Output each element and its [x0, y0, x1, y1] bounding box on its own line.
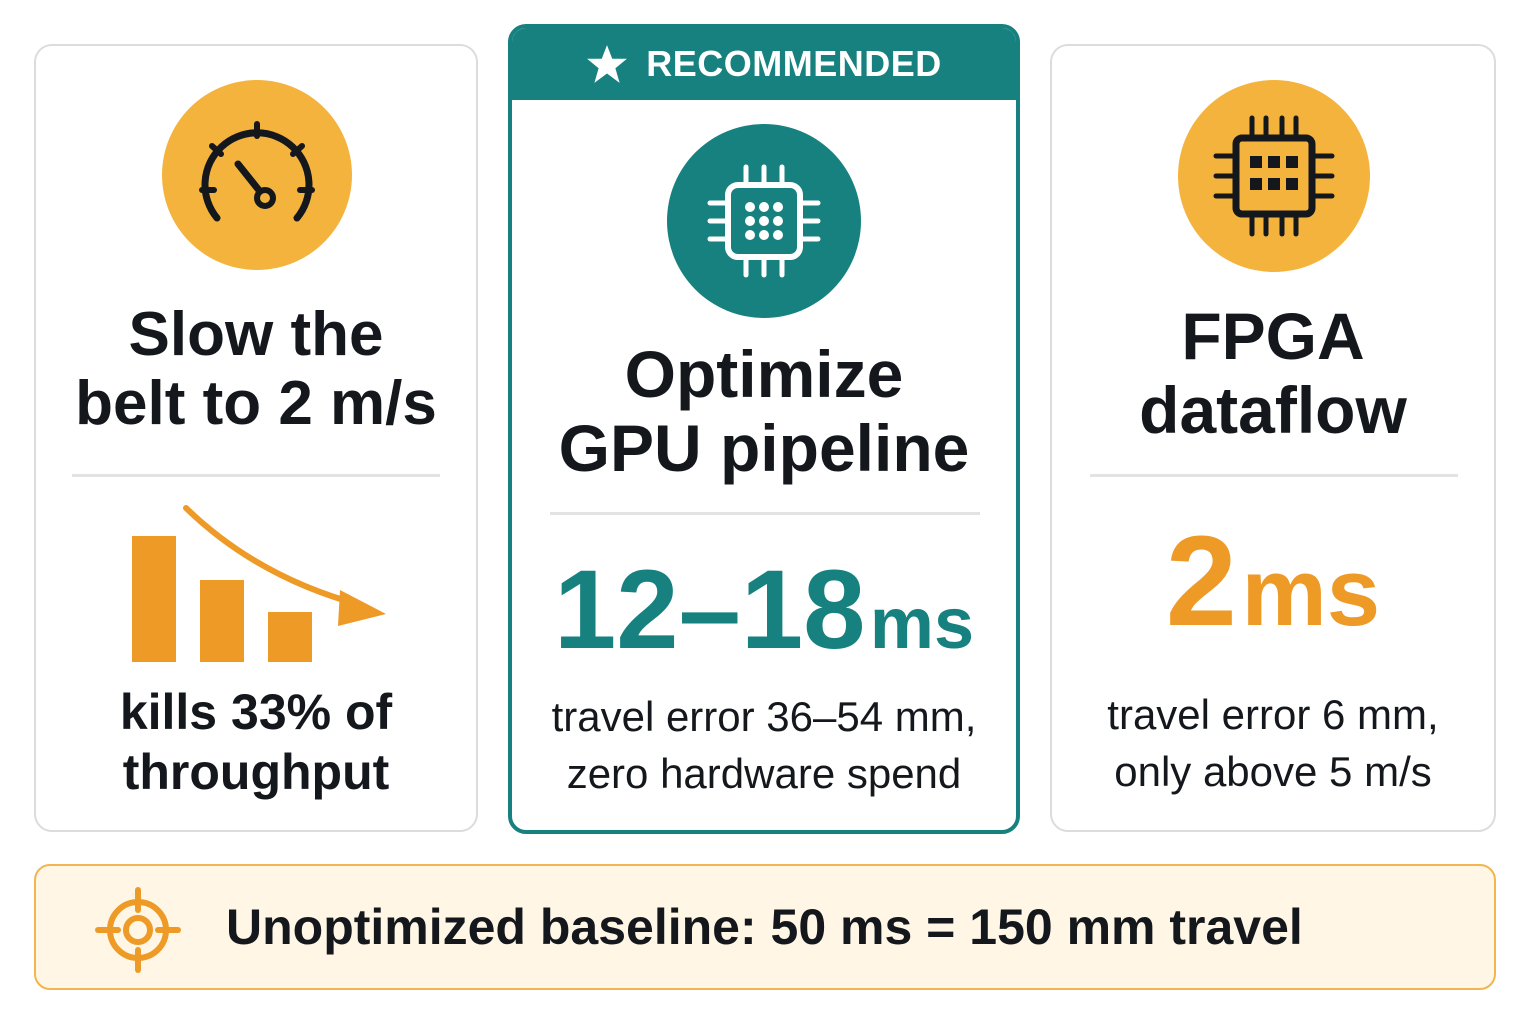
metric-value: 2 [1165, 510, 1237, 653]
option-title-line1: Slow the [128, 300, 384, 369]
gpu-chip-icon [667, 124, 861, 318]
latency-metric: 2 ms [1052, 518, 1494, 646]
divider [72, 474, 440, 477]
option-title-line1: FPGA [1181, 299, 1365, 373]
speedometer-icon [162, 80, 352, 270]
recommended-badge: RECOMMENDED [512, 28, 1016, 100]
option-description: kills 33% of throughput [36, 682, 476, 802]
target-icon [95, 887, 181, 973]
baseline-banner: Unoptimized baseline: 50 ms = 150 mm tra… [34, 864, 1496, 990]
option-title-line2: belt to 2 m/s [75, 369, 437, 439]
fpga-chip-icon [1178, 80, 1370, 272]
option-title: FPGA dataflow [1052, 299, 1494, 448]
option-description-line2: throughput [122, 744, 390, 800]
option-description-line1: travel error 6 mm, [1107, 691, 1439, 738]
metric-unit: ms [869, 584, 974, 664]
divider [550, 512, 980, 515]
option-title: Slow the belt to 2 m/s [36, 300, 476, 439]
option-description-line2: zero hardware spend [566, 750, 962, 798]
star-icon [587, 45, 628, 83]
declining-bar-chart-icon [128, 498, 398, 668]
option-description-line1: kills 33% of [119, 684, 393, 740]
recommended-label: RECOMMENDED [646, 43, 942, 84]
option-card-slow-belt: Slow the belt to 2 m/s kills 33% of thro… [34, 44, 478, 832]
option-card-gpu-pipeline: RECOMMENDED Optimize GPU pipeline 12–18 … [508, 24, 1020, 834]
latency-metric: 12–18 ms [512, 554, 1016, 666]
option-title: Optimize GPU pipeline [512, 337, 1016, 486]
option-card-fpga-dataflow: FPGA dataflow 2 ms travel error 6 mm, on… [1050, 44, 1496, 832]
option-description-line1: travel error 36–54 mm, [551, 693, 977, 740]
metric-unit: ms [1241, 539, 1381, 646]
option-title-line1: Optimize [624, 337, 904, 411]
metric-value: 12–18 [554, 547, 866, 672]
option-description-line2: only above 5 m/s [1114, 748, 1432, 796]
option-description: travel error 36–54 mm, zero hardware spe… [512, 688, 1016, 802]
divider [1090, 474, 1458, 477]
option-title-line2: GPU pipeline [558, 410, 970, 485]
option-description: travel error 6 mm, only above 5 m/s [1052, 686, 1494, 800]
baseline-text: Unoptimized baseline: 50 ms = 150 mm tra… [226, 899, 1303, 955]
option-title-line2: dataflow [1139, 372, 1407, 447]
